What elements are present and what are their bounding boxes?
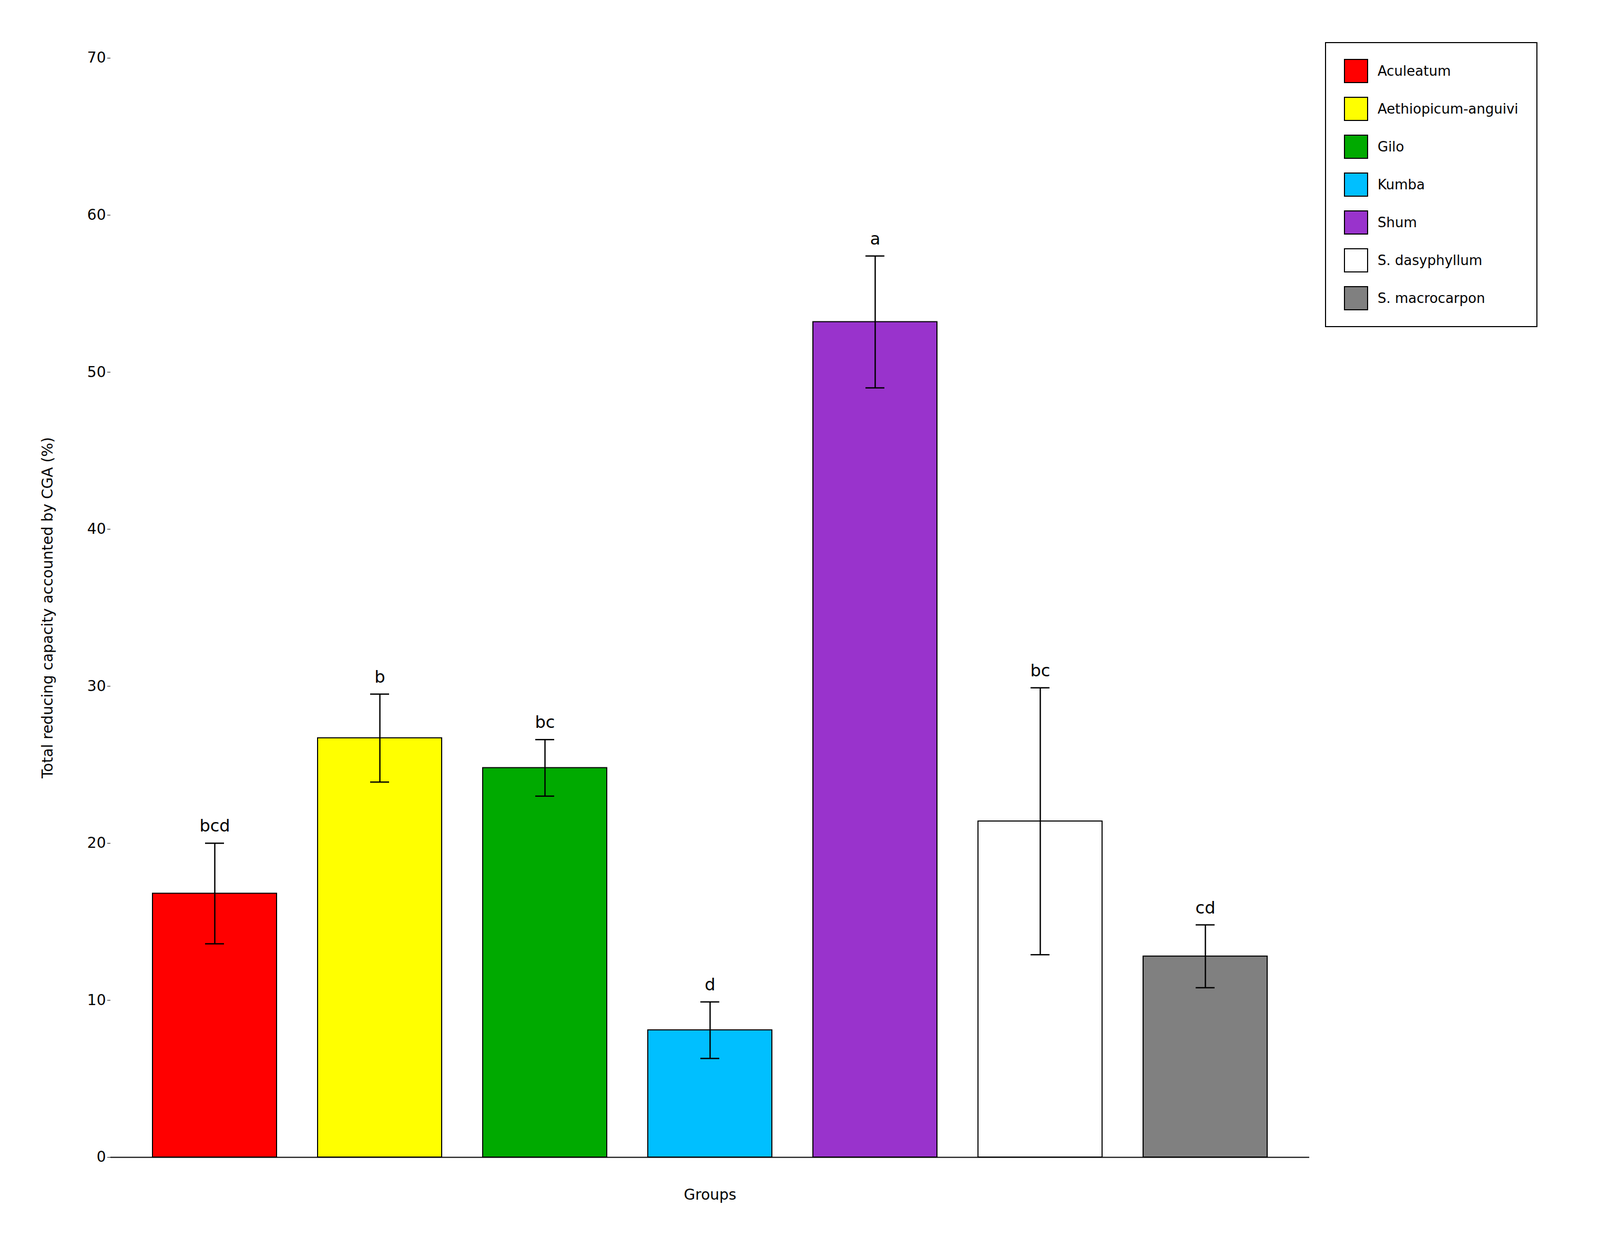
- svg-text:30: 30: [87, 677, 107, 695]
- svg-text:50: 50: [87, 363, 107, 381]
- svg-text:b: b: [374, 666, 385, 687]
- html-text:S. dasyphyllum: S. dasyphyllum: [1377, 252, 1483, 269]
- html-text:Gilo: Gilo: [1377, 138, 1405, 155]
- html-text:S. macrocarpon: S. macrocarpon: [1377, 290, 1486, 307]
- html-text:Kumba: Kumba: [1377, 176, 1425, 193]
- html-text:Shum: Shum: [1377, 214, 1417, 231]
- svg-text:bcd: bcd: [199, 815, 230, 836]
- svg-text:Total reducing capacity accoun: Total reducing capacity accounted by CGA…: [38, 436, 57, 779]
- svg-text:bc: bc: [1030, 660, 1051, 681]
- svg-text:Groups: Groups: [684, 1185, 737, 1204]
- svg-text:10: 10: [87, 991, 107, 1009]
- svg-text:40: 40: [87, 520, 107, 538]
- svg-text:a: a: [870, 228, 881, 249]
- svg-text:20: 20: [87, 833, 107, 852]
- html-text:Aethiopicum-anguivi: Aethiopicum-anguivi: [1377, 100, 1519, 117]
- svg-text:cd: cd: [1195, 897, 1216, 918]
- svg-text:d: d: [704, 974, 716, 995]
- svg-text:0: 0: [96, 1147, 107, 1166]
- svg-text:60: 60: [87, 206, 107, 224]
- html-text:Aculeatum: Aculeatum: [1377, 63, 1451, 79]
- svg-text:70: 70: [87, 48, 107, 67]
- svg-text:bc: bc: [535, 711, 556, 732]
